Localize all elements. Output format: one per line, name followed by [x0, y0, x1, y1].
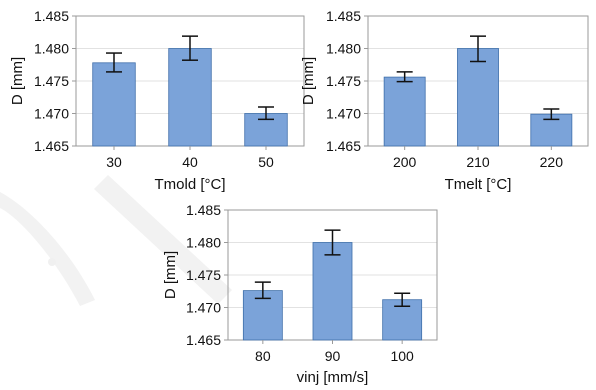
x-tick-label: 90	[325, 348, 341, 364]
y-axis-label: D [mm]	[300, 57, 317, 105]
x-axis-label: Tmelt [°C]	[445, 176, 512, 193]
y-tick-label: 1.470	[34, 106, 69, 122]
y-tick-label: 1.475	[34, 73, 69, 89]
error-bar	[182, 35, 198, 61]
y-tick-label: 1.480	[186, 235, 221, 251]
y-tick-label: 1.475	[186, 267, 221, 283]
error-bar	[394, 292, 411, 307]
x-axis-label: Tmold [°C]	[154, 176, 225, 193]
x-tick-label: 40	[182, 154, 198, 170]
bar	[457, 48, 499, 147]
x-tick-label: 220	[540, 154, 564, 170]
bar	[312, 242, 353, 341]
y-tick-label: 1.475	[326, 73, 361, 89]
error-bar	[258, 106, 274, 121]
y-tick-label: 1.465	[34, 138, 69, 154]
bar	[92, 62, 136, 147]
y-tick-label: 1.485	[186, 202, 221, 218]
y-axis-label: D [mm]	[9, 57, 26, 105]
y-tick-label: 1.485	[34, 8, 69, 24]
error-bar	[254, 281, 271, 300]
error-bar	[324, 229, 341, 256]
x-tick-label: 200	[393, 154, 417, 170]
x-tick-label: 30	[106, 154, 122, 170]
y-axis-label: D [mm]	[162, 251, 179, 299]
error-bar	[470, 35, 486, 63]
x-tick-label: 100	[390, 348, 414, 364]
error-bar	[543, 108, 560, 121]
x-axis-label: vinj [mm/s]	[297, 369, 369, 386]
y-tick-label: 1.470	[186, 300, 221, 316]
error-bar	[396, 71, 413, 83]
bar	[383, 76, 426, 147]
y-tick-label: 1.465	[186, 332, 221, 348]
x-tick-label: 50	[258, 154, 274, 170]
x-tick-label: 210	[466, 154, 490, 170]
y-tick-label: 1.480	[326, 41, 361, 57]
y-tick-label: 1.485	[326, 8, 361, 24]
y-tick-label: 1.470	[326, 106, 361, 122]
error-bar	[106, 52, 122, 73]
y-tick-label: 1.465	[326, 138, 361, 154]
y-tick-label: 1.480	[34, 41, 69, 57]
bar	[168, 48, 212, 147]
x-tick-label: 80	[255, 348, 271, 364]
